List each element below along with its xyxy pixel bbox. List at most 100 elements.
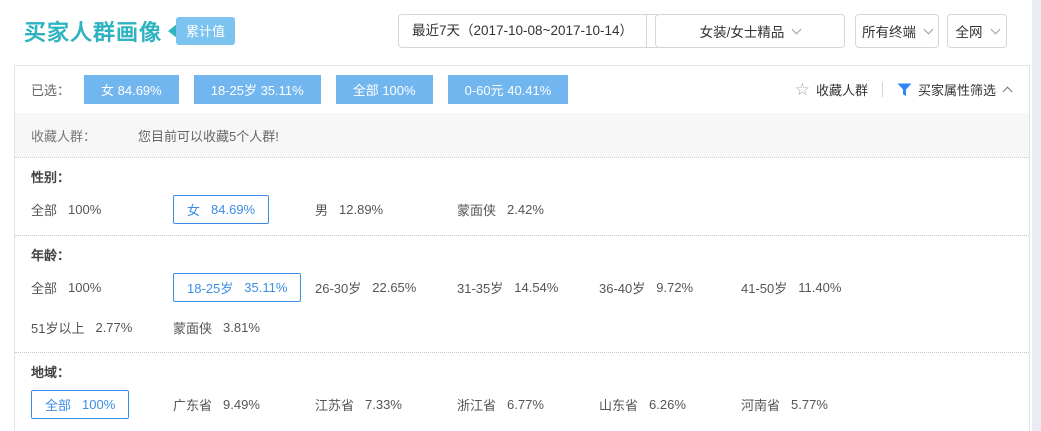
option-value: 9.49% <box>223 397 260 412</box>
option-value: 100% <box>82 397 116 412</box>
option-label: 36-40岁 <box>599 281 646 296</box>
option-label: 男 <box>315 203 329 218</box>
option-value: 6.26% <box>649 397 686 412</box>
chevron-up-icon <box>1002 86 1013 97</box>
filter-option[interactable]: 山东省 6.26% <box>599 395 741 414</box>
selected-tags: 女 84.69% 18-25岁 35.11% 全部 100% 0-60元 40.41% <box>84 75 583 104</box>
option-label: 全部 <box>31 281 58 296</box>
favorite-notice-message: 您目前可以收藏5个人群! <box>138 128 279 144</box>
option-value: 7.33% <box>365 397 402 412</box>
option-label: 广东省 <box>173 398 213 413</box>
filter-sections: 性别： 全部 100% 女 84.69% 男 12.89% 蒙面侠 2.42% 年龄： 全部 100%… <box>15 157 1029 430</box>
funnel-icon <box>897 83 912 97</box>
category-dropdown-value: 女装/女士精品 <box>699 25 785 40</box>
filter-option[interactable]: 河南省 5.77% <box>741 395 883 414</box>
favorite-notice-label: 收藏人群： <box>31 128 97 144</box>
date-range-picker[interactable]: 最近7天（2017-10-08~2017-10-14） 15 <box>398 14 685 48</box>
option-label: 全部 <box>31 203 58 218</box>
filter-option[interactable]: 18-25岁 35.11% <box>173 273 315 302</box>
option-row: 全部 100% 广东省 9.49% 江苏省 7.33% 浙江省 6.77% 山东省 6.26% 河南… <box>31 390 1013 419</box>
category-dropdown[interactable]: 女装/女士精品 <box>655 14 845 48</box>
filter-option[interactable]: 41-50岁 11.40% <box>741 278 883 297</box>
option-value: 2.77% <box>95 320 133 335</box>
selected-filters-bar: 已选： 女 84.69% 18-25岁 35.11% 全部 100% 0-60元 40… <box>15 66 1029 113</box>
filter-option[interactable]: 51岁以上 2.77% <box>31 318 173 337</box>
audience-filter-panel: 已选： 女 84.69% 18-25岁 35.11% 全部 100% 0-60元 40… <box>14 65 1030 431</box>
option-row: 51岁以上 2.77% 蒙面侠 3.81% <box>31 314 1013 341</box>
date-range-value[interactable]: 最近7天（2017-10-08~2017-10-14） <box>412 23 634 38</box>
favorite-notice-bar: 收藏人群： 您目前可以收藏5个人群! <box>15 113 1029 157</box>
filter-option[interactable]: 江苏省 7.33% <box>315 395 457 414</box>
option-label: 51岁以上 <box>31 321 85 336</box>
filter-section: 年龄： 全部 100% 18-25岁 35.11% 26-30岁 22.65% 31-35岁 1… <box>15 235 1029 352</box>
option-value: 9.72% <box>656 280 694 295</box>
section-title: 年龄： <box>31 248 71 263</box>
terminal-dropdown[interactable]: 所有终端 <box>855 14 939 48</box>
option-value: 11.40% <box>798 280 842 295</box>
selected-filter-tag[interactable]: 女 84.69% <box>84 75 179 104</box>
network-dropdown-value: 全网 <box>955 25 983 40</box>
filter-option[interactable]: 女 84.69% <box>173 195 315 224</box>
filter-option[interactable]: 26-30岁 22.65% <box>315 278 457 297</box>
filter-option[interactable]: 全部 100% <box>31 200 173 219</box>
option-label: 浙江省 <box>457 398 497 413</box>
chevron-down-icon <box>990 24 1000 34</box>
cumulative-badge: 累计值 <box>176 17 236 45</box>
section-title: 性别： <box>31 170 71 185</box>
option-label: 41-50岁 <box>741 281 788 296</box>
filter-section: 性别： 全部 100% 女 84.69% 男 12.89% 蒙面侠 2.42% <box>15 157 1029 235</box>
divider <box>881 82 883 97</box>
option-value: 14.54% <box>514 280 559 295</box>
title-wrap: 买家人群画像 累计值 <box>24 15 236 47</box>
option-value: 12.89% <box>339 202 384 217</box>
terminal-dropdown-value: 所有终端 <box>862 25 916 40</box>
favorite-audience-button[interactable]: 收藏人群 <box>815 83 868 98</box>
badge-arrow-icon <box>168 24 178 38</box>
selected-filter-tag[interactable]: 18-25岁 35.11% <box>193 75 321 104</box>
option-label: 26-30岁 <box>315 281 362 296</box>
selected-filter-tag[interactable]: 0-60元 40.41% <box>447 75 569 104</box>
option-label: 全部 <box>45 398 72 413</box>
filter-section: 地域： 全部 100% 广东省 9.49% 江苏省 7.33% 浙江省 6.77% 山东省 6.26… <box>15 352 1029 430</box>
filter-option[interactable]: 广东省 9.49% <box>173 395 315 414</box>
option-label: 山东省 <box>599 398 639 413</box>
filter-option[interactable]: 全部 100% <box>31 390 173 419</box>
option-value: 5.77% <box>791 397 828 412</box>
filter-option[interactable]: 36-40岁 9.72% <box>599 278 741 297</box>
option-label: 蒙面侠 <box>457 203 497 218</box>
option-value: 84.69% <box>211 202 256 217</box>
chevron-down-icon <box>791 24 802 34</box>
chevron-down-icon <box>923 24 934 34</box>
option-value: 6.77% <box>507 397 544 412</box>
filter-option[interactable]: 蒙面侠 2.42% <box>457 200 599 219</box>
header: 买家人群画像 累计值 最近7天（2017-10-08~2017-10-14） 1… <box>0 0 1032 62</box>
option-value: 2.42% <box>507 202 544 217</box>
filter-option[interactable]: 男 12.89% <box>315 200 457 219</box>
star-icon: ☆ <box>794 80 810 99</box>
option-label: 18-25岁 <box>187 281 234 296</box>
selected-filter-tag[interactable]: 全部 100% <box>335 75 433 104</box>
option-value: 100% <box>68 202 102 217</box>
network-dropdown[interactable]: 全网 <box>947 14 1007 48</box>
option-value: 22.65% <box>372 280 417 295</box>
option-row: 全部 100% 18-25岁 35.11% 26-30岁 22.65% 31-35岁 14.5… <box>31 273 1013 302</box>
section-title: 地域： <box>31 365 71 380</box>
filter-option[interactable]: 全部 100% <box>31 278 173 297</box>
filter-option[interactable]: 浙江省 6.77% <box>457 395 599 414</box>
page-title: 买家人群画像 <box>24 20 163 45</box>
buyer-attribute-filter-label: 买家属性筛选 <box>917 83 996 98</box>
buyer-attribute-filter-toggle[interactable]: 买家属性筛选 <box>897 80 1013 99</box>
option-value: 100% <box>68 280 102 295</box>
filter-option[interactable]: 蒙面侠 3.81% <box>173 318 315 337</box>
favorite-group: ☆ 收藏人群 买家属性筛选 <box>794 80 1013 99</box>
option-label: 31-35岁 <box>457 281 504 296</box>
option-label: 女 <box>187 203 201 218</box>
page-scroll-gutter <box>1032 0 1041 431</box>
option-value: 35.11% <box>244 280 288 295</box>
option-label: 蒙面侠 <box>173 321 213 336</box>
selected-label: 已选： <box>31 83 71 98</box>
option-label: 江苏省 <box>315 398 355 413</box>
filter-option[interactable]: 31-35岁 14.54% <box>457 278 599 297</box>
option-label: 河南省 <box>741 398 781 413</box>
